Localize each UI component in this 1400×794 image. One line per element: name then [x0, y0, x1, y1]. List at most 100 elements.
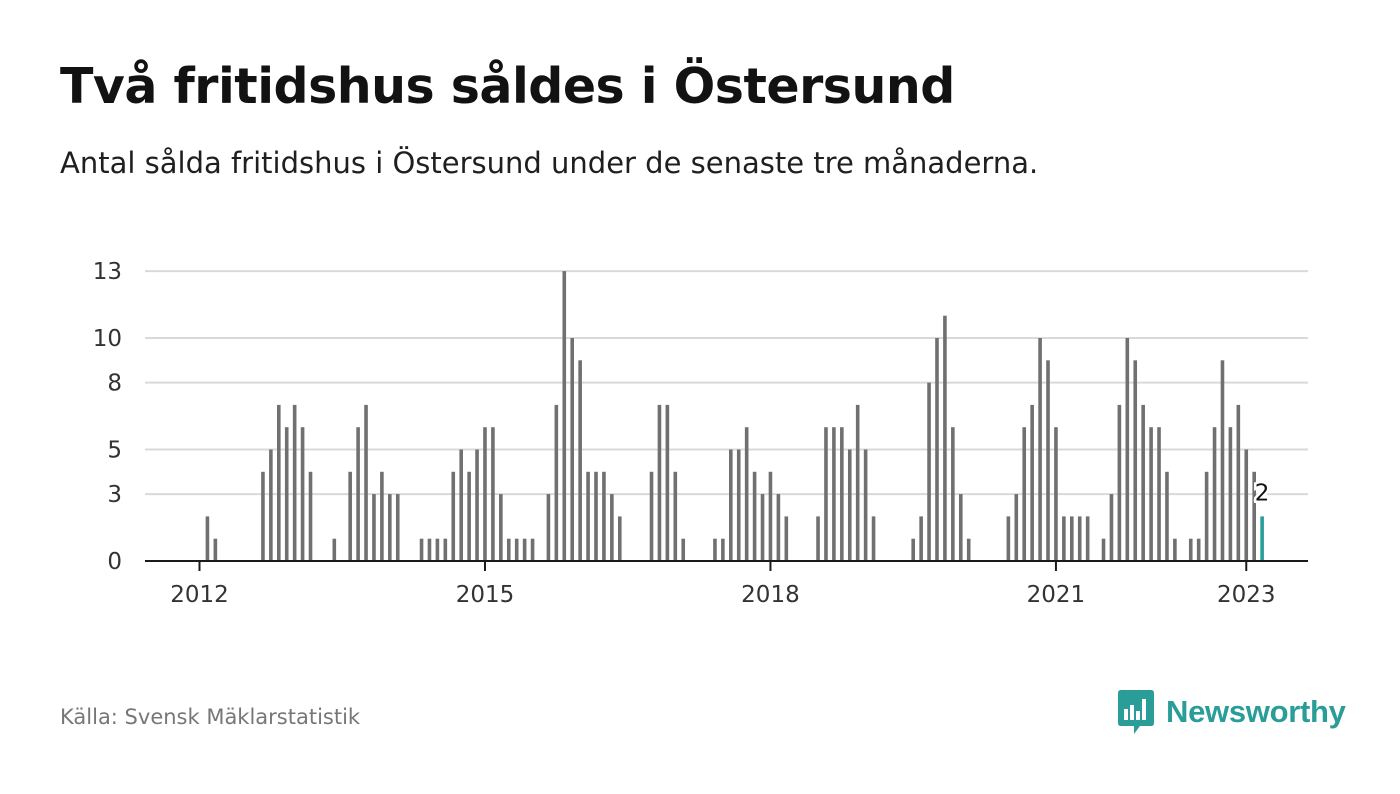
bar	[1006, 516, 1011, 561]
bar	[570, 338, 575, 561]
bar	[1125, 338, 1130, 561]
bar	[752, 471, 757, 561]
bar	[617, 516, 622, 561]
bar	[554, 404, 559, 561]
bar	[602, 471, 606, 561]
bar	[514, 538, 519, 561]
bar	[308, 471, 313, 561]
bar	[1165, 471, 1169, 561]
bar	[673, 471, 678, 561]
bar	[586, 471, 590, 561]
bar	[578, 360, 582, 561]
bars	[205, 271, 1264, 561]
bar	[475, 449, 479, 561]
bar	[958, 494, 963, 561]
bar	[427, 538, 432, 561]
bar	[292, 404, 297, 561]
grid-lines	[145, 270, 1308, 496]
bar	[1204, 471, 1209, 561]
bar	[1236, 404, 1241, 561]
source-note: Källa: Svensk Mäklarstatistik	[60, 705, 361, 729]
bar	[1149, 427, 1153, 561]
bar	[776, 494, 781, 561]
y-tick-label: 3	[107, 482, 122, 508]
bar	[1220, 360, 1225, 561]
bar	[816, 516, 820, 561]
bar	[951, 427, 955, 561]
last-value-label: 2	[1255, 480, 1270, 506]
bar	[847, 449, 852, 561]
bar	[966, 538, 971, 561]
bar	[681, 538, 686, 561]
bar	[1117, 404, 1122, 561]
bar	[435, 538, 440, 561]
brand-logo: Newsworthy	[1118, 690, 1346, 734]
bar	[736, 449, 741, 561]
bar	[768, 471, 773, 561]
bar	[649, 471, 654, 561]
bar	[300, 427, 305, 561]
bar	[1022, 427, 1027, 561]
bar	[506, 538, 511, 561]
y-tick-label: 10	[93, 326, 122, 352]
bar	[443, 538, 448, 561]
y-tick-label: 8	[107, 371, 122, 397]
bar	[459, 449, 463, 561]
bar	[855, 404, 860, 561]
bar	[1062, 516, 1066, 561]
bar	[1085, 516, 1090, 561]
bar	[483, 427, 487, 561]
x-tick-label: 2015	[456, 582, 515, 608]
bar	[1252, 471, 1256, 561]
bar	[927, 382, 931, 561]
bar	[871, 516, 876, 561]
bar	[1030, 404, 1034, 561]
bar	[388, 494, 392, 561]
bar	[840, 427, 844, 561]
bar	[784, 516, 789, 561]
bar	[1054, 427, 1058, 561]
bar	[1077, 516, 1082, 561]
bar	[1070, 516, 1074, 561]
bar	[1157, 427, 1161, 561]
chart-title: Två fritidshus såldes i Östersund	[60, 58, 955, 115]
newsworthy-icon	[1118, 690, 1154, 734]
bar	[491, 427, 495, 561]
bar	[594, 471, 598, 561]
y-tick-label: 0	[107, 549, 122, 575]
bar	[372, 494, 376, 561]
y-tick-label: 5	[107, 438, 122, 464]
bar	[665, 404, 670, 561]
x-tick-label: 2021	[1027, 582, 1086, 608]
bar	[213, 538, 218, 561]
bar	[419, 538, 424, 561]
bar	[744, 427, 749, 561]
bar-chart: 0 3 5 8 10 13 2012 2015 2018 2021 2023 2	[93, 259, 1308, 608]
bar	[522, 538, 527, 561]
bar	[832, 427, 836, 561]
bar	[713, 538, 717, 561]
bar	[277, 404, 281, 561]
bar	[919, 516, 923, 561]
bar	[721, 538, 725, 561]
bar	[760, 494, 765, 561]
x-tick-label: 2023	[1217, 582, 1276, 608]
x-tick-label: 2012	[170, 582, 229, 608]
bar	[205, 516, 210, 561]
bar	[1101, 538, 1106, 561]
bar	[269, 449, 273, 561]
bar	[395, 494, 400, 561]
bar	[356, 427, 360, 561]
bar	[1196, 538, 1201, 561]
bar	[943, 315, 947, 561]
bar	[546, 494, 551, 561]
bar	[1133, 360, 1138, 561]
bar	[935, 338, 939, 561]
bar	[824, 427, 828, 561]
bar	[1141, 404, 1145, 561]
bar	[1109, 494, 1114, 561]
bar	[467, 471, 471, 561]
bar	[284, 427, 289, 561]
bar	[380, 471, 384, 561]
bar	[261, 471, 265, 561]
